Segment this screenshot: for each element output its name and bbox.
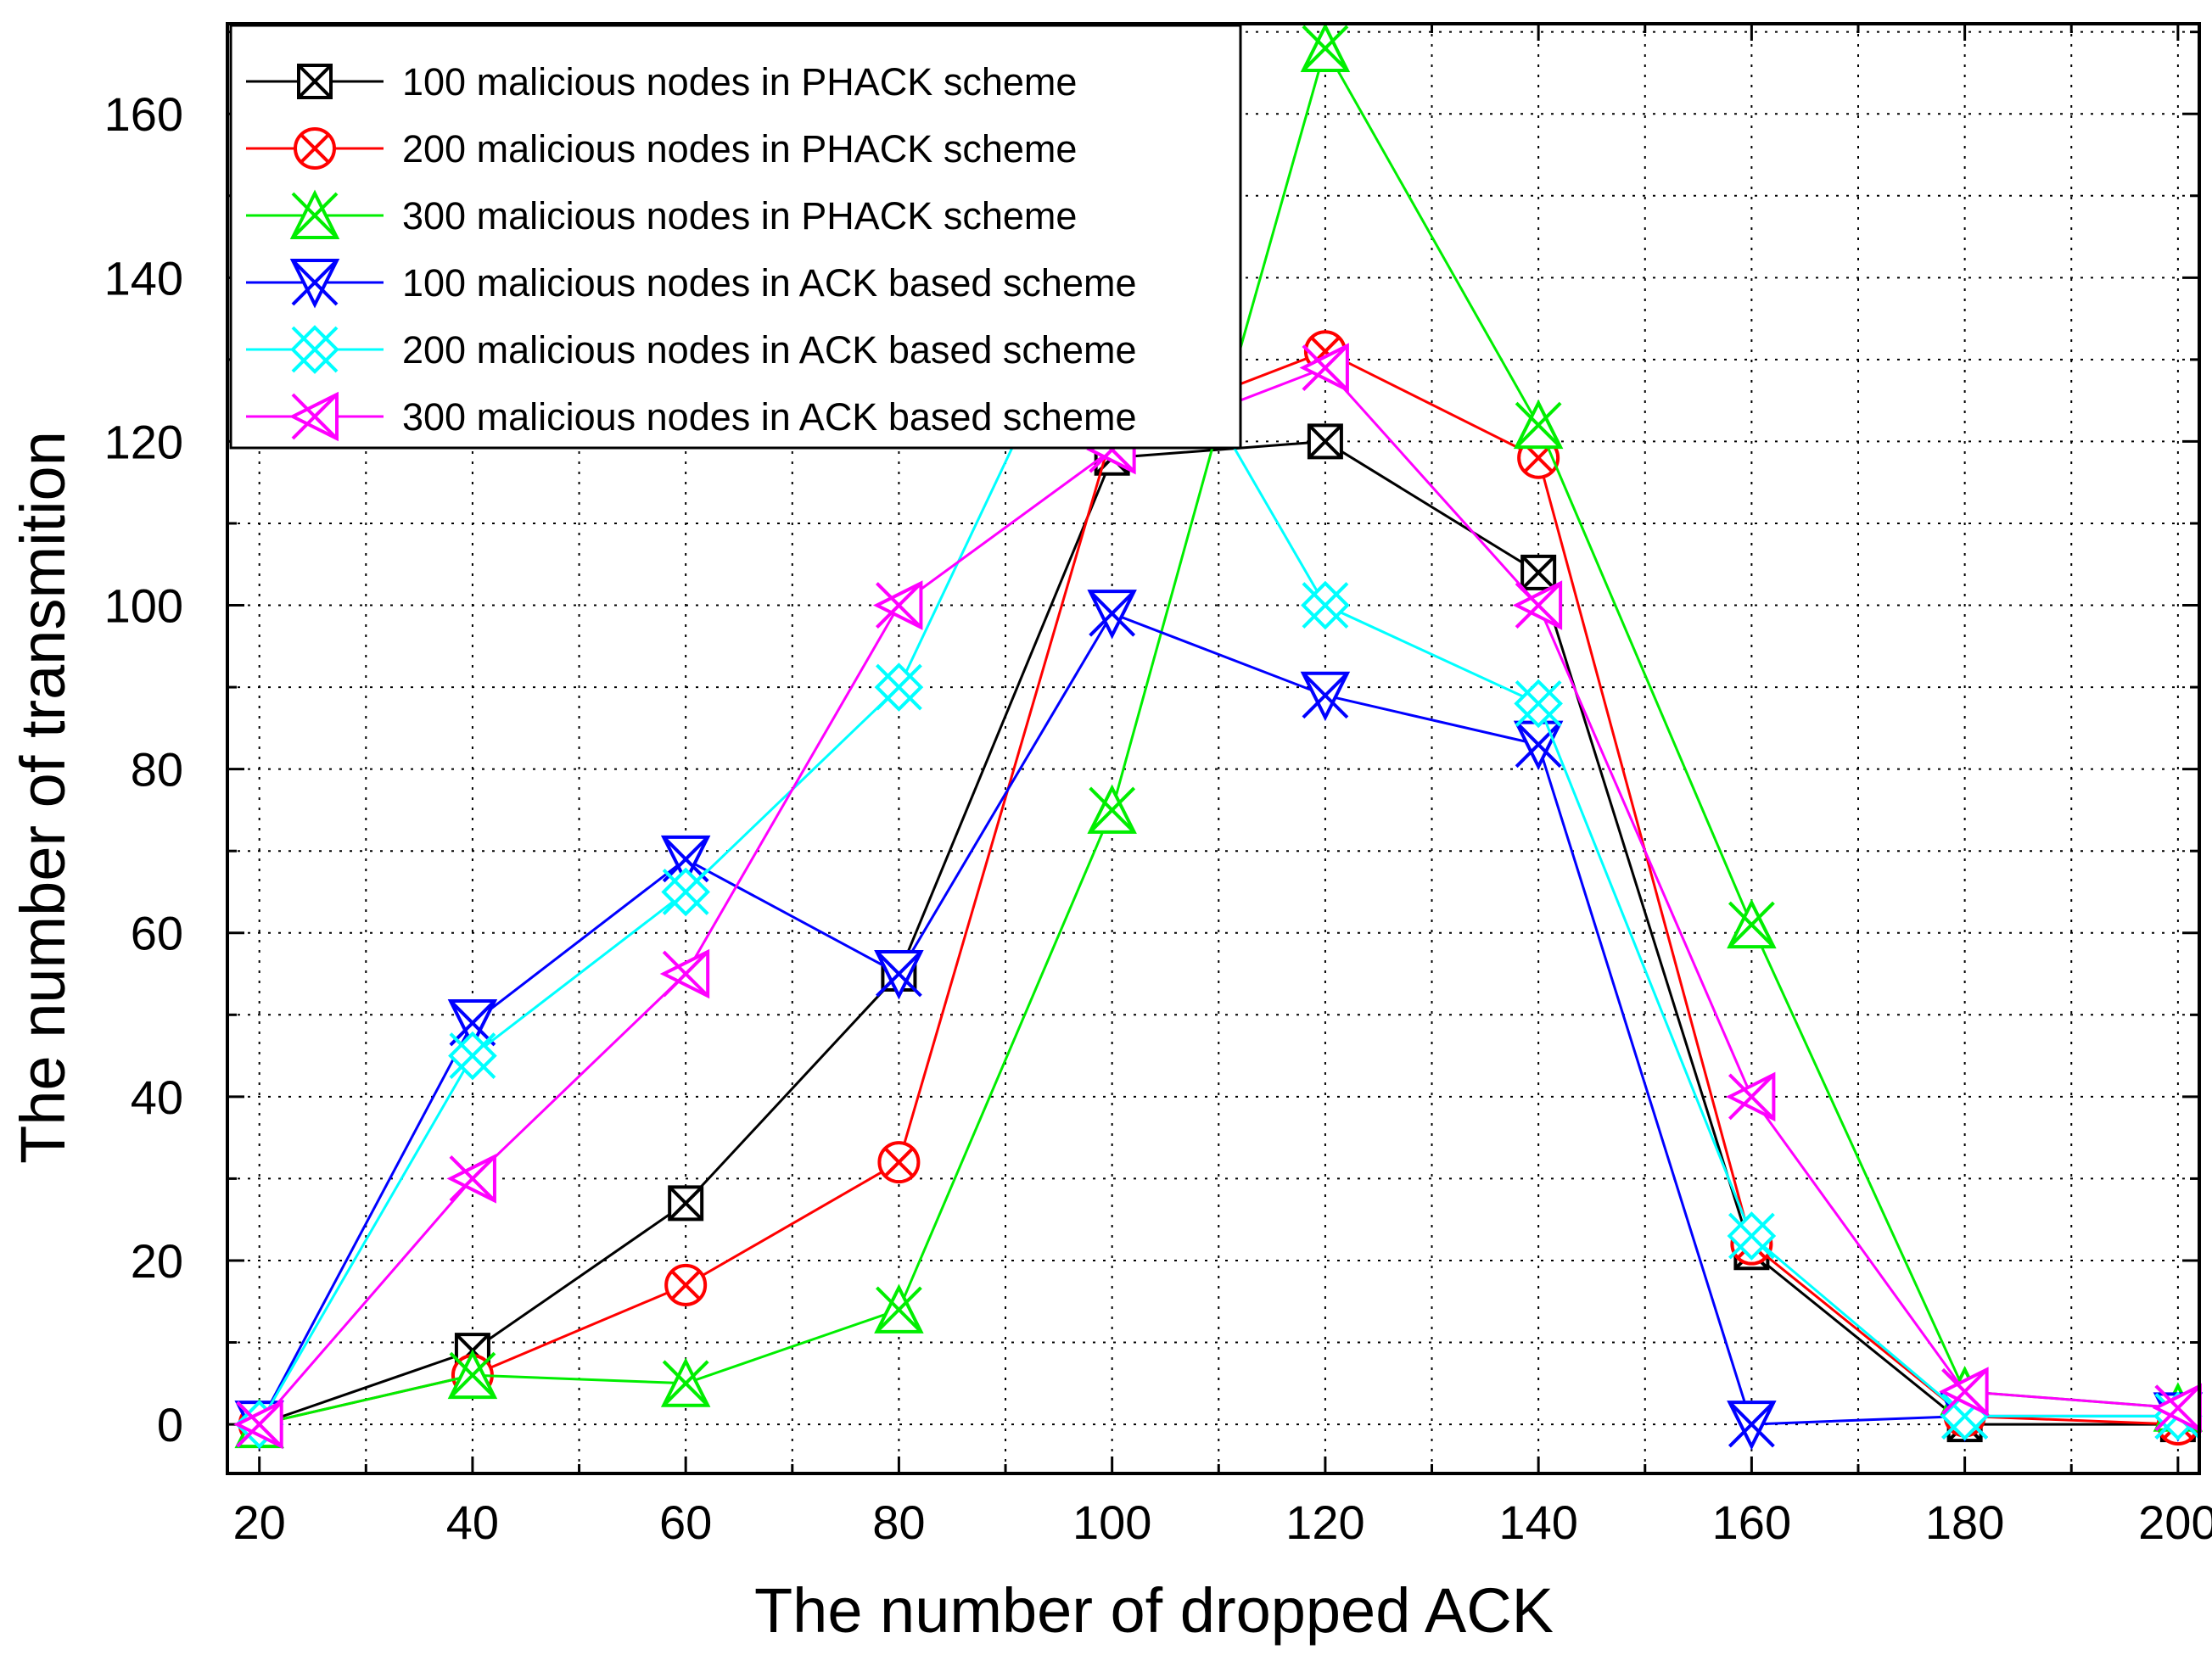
y-tick-label: 40 — [131, 1071, 183, 1124]
data-point — [877, 1141, 921, 1184]
series-line — [259, 439, 2178, 1426]
legend-marker — [294, 127, 336, 170]
legend-label: 200 malicious nodes in ACK based scheme — [402, 328, 1137, 372]
x-tick-label: 200 — [2138, 1496, 2212, 1549]
legend-item: 300 malicious nodes in PHACK scheme — [246, 189, 1077, 239]
data-point — [874, 1283, 924, 1334]
data-point — [660, 1357, 711, 1407]
legend-label: 300 malicious nodes in PHACK scheme — [402, 194, 1077, 238]
legend-items: 100 malicious nodes in PHACK scheme 200 m… — [246, 60, 1137, 442]
y-tick-label: 120 — [104, 415, 183, 468]
data-point — [447, 1349, 498, 1400]
data-point — [1513, 399, 1564, 450]
data-point — [1725, 1071, 1776, 1122]
data-point — [1307, 423, 1343, 460]
data-point — [1727, 898, 1777, 949]
y-axis-title: The number of transmition — [8, 431, 78, 1164]
data-point — [874, 950, 924, 1000]
data-point — [1087, 784, 1137, 834]
data-point — [660, 835, 711, 886]
x-tick-label: 80 — [872, 1496, 925, 1549]
legend: 100 malicious nodes in PHACK scheme 200 m… — [229, 24, 1242, 450]
x-tick-label: 140 — [1498, 1496, 1577, 1549]
data-point — [1514, 679, 1563, 729]
data-point — [1300, 671, 1351, 722]
y-tick-label: 0 — [157, 1398, 183, 1451]
x-tick-label: 180 — [1925, 1496, 2004, 1549]
data-point — [1939, 1367, 1989, 1417]
legend-marker — [289, 259, 340, 309]
data-point — [1301, 580, 1350, 630]
series-layer — [233, 22, 2204, 1451]
data-point — [1299, 343, 1349, 393]
tick-labels: 20 40 60 80 100 120 140 160 180 200 0 20 40 60 80 100 12… — [104, 87, 2212, 1549]
legend-item: 300 malicious nodes in ACK based scheme — [246, 391, 1137, 442]
x-axis-title: The number of dropped ACK — [754, 1575, 1554, 1646]
data-point — [233, 1399, 283, 1450]
data-point — [661, 867, 711, 917]
y-tick-label: 160 — [104, 87, 183, 141]
legend-label: 200 malicious nodes in PHACK scheme — [402, 127, 1077, 171]
legend-box — [229, 24, 1242, 450]
data-point — [874, 663, 924, 712]
data-point — [448, 1031, 497, 1081]
x-tick-label: 100 — [1072, 1496, 1151, 1549]
x-tick-label: 60 — [659, 1496, 712, 1549]
data-point — [1300, 22, 1351, 72]
data-point — [1087, 590, 1137, 640]
data-point — [446, 1154, 496, 1204]
x-tick-label: 40 — [446, 1496, 499, 1549]
plot-frame — [226, 22, 2201, 1475]
data-point — [664, 1263, 708, 1306]
legend-marker — [290, 325, 339, 374]
legend-label: 300 malicious nodes in ACK based scheme — [402, 395, 1137, 439]
y-tick-label: 140 — [104, 251, 183, 305]
data-point — [668, 1185, 704, 1222]
y-tick-label: 80 — [131, 743, 183, 797]
data-point — [447, 998, 498, 1049]
x-tick-label: 120 — [1285, 1496, 1364, 1549]
x-tick-label: 160 — [1712, 1496, 1791, 1549]
series-6 — [233, 343, 2202, 1450]
data-point — [1727, 1401, 1777, 1451]
legend-marker — [288, 391, 339, 442]
data-point — [1727, 1211, 1777, 1261]
legend-label: 100 malicious nodes in ACK based scheme — [402, 261, 1137, 305]
legend-marker — [289, 189, 340, 239]
legend-marker — [297, 64, 333, 99]
legend-label: 100 malicious nodes in PHACK scheme — [402, 60, 1077, 103]
data-point — [1520, 554, 1557, 590]
legend-item: 100 malicious nodes in ACK based scheme — [246, 259, 1137, 309]
x-tick-label: 20 — [233, 1496, 286, 1549]
series-line — [259, 349, 2178, 1426]
data-point — [872, 580, 923, 630]
data-point — [1512, 580, 1563, 630]
y-tick-label: 100 — [104, 579, 183, 633]
series-line — [258, 612, 2178, 1426]
data-point — [659, 948, 710, 999]
legend-item: 200 malicious nodes in ACK based scheme — [246, 325, 1137, 374]
legend-item: 200 malicious nodes in PHACK scheme — [246, 127, 1077, 171]
y-tick-label: 20 — [131, 1234, 183, 1288]
legend-item: 100 malicious nodes in PHACK scheme — [246, 60, 1077, 103]
y-tick-label: 60 — [131, 907, 183, 960]
